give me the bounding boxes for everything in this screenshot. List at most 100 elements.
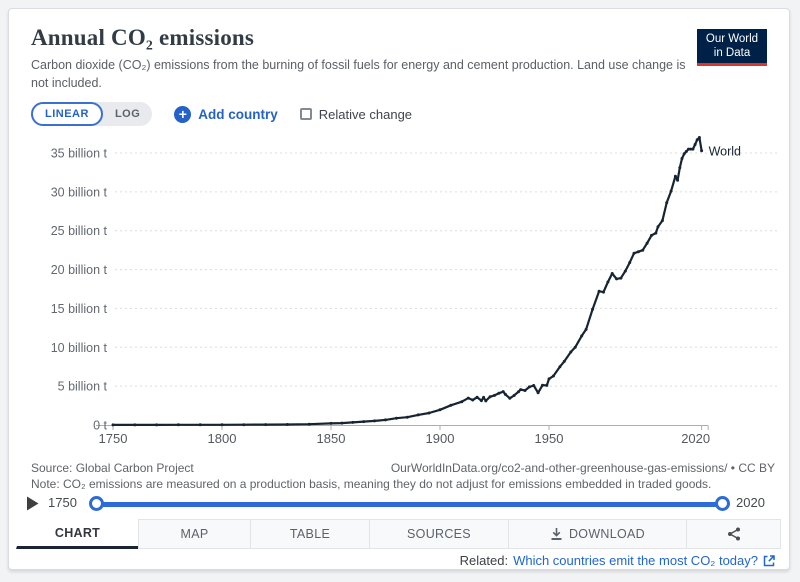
x-tick-label: 1950 xyxy=(535,431,564,446)
data-point xyxy=(610,272,614,275)
data-point xyxy=(660,219,664,223)
data-point xyxy=(591,307,595,311)
data-point xyxy=(680,157,684,160)
data-point xyxy=(641,248,645,252)
timeline-handle-start[interactable] xyxy=(89,496,104,511)
checkbox-icon[interactable] xyxy=(299,108,312,120)
data-point xyxy=(665,201,669,205)
data-point xyxy=(329,421,333,425)
data-point xyxy=(493,393,496,397)
data-point xyxy=(384,418,387,422)
data-point xyxy=(340,421,344,425)
data-point xyxy=(623,269,627,273)
timeline: 1750 2020 xyxy=(9,492,789,518)
data-point xyxy=(669,189,673,193)
data-point xyxy=(460,400,464,404)
x-tick-label: 1750 xyxy=(99,431,128,446)
tab-chart[interactable]: CHART xyxy=(16,519,139,549)
log-scale-button[interactable]: LOG xyxy=(114,108,141,120)
data-point xyxy=(523,389,527,392)
data-point xyxy=(449,403,453,407)
share-icon xyxy=(727,527,740,541)
x-tick-label: 2020 xyxy=(681,431,710,446)
tab-sources[interactable]: SOURCES xyxy=(369,519,509,549)
y-tick-label: 15 billion t xyxy=(51,302,108,316)
relative-change-label: Relative change xyxy=(318,106,413,122)
data-point xyxy=(373,419,377,423)
data-point xyxy=(676,178,680,182)
y-tick-label: 10 billion t xyxy=(51,341,108,355)
chart-controls: LINEAR LOG + Add country Relative change xyxy=(31,101,412,127)
data-point xyxy=(691,147,695,151)
data-point xyxy=(508,396,512,400)
x-tick-label: 1800 xyxy=(208,431,237,446)
tab-download[interactable]: DOWNLOAD xyxy=(508,519,687,549)
y-tick-label: 35 billion t xyxy=(51,147,108,161)
data-point xyxy=(362,420,366,424)
linear-scale-button[interactable]: LINEAR xyxy=(31,102,103,126)
download-icon xyxy=(551,528,562,540)
data-point xyxy=(475,395,479,399)
note-text: Note: CO₂ emissions are measured on a pr… xyxy=(31,477,712,491)
data-point xyxy=(488,395,492,399)
attribution-link[interactable]: OurWorldInData.org/co2-and-other-greenho… xyxy=(390,461,775,475)
data-point xyxy=(632,251,636,255)
tab-sources-label: SOURCES xyxy=(407,527,471,541)
play-icon[interactable] xyxy=(26,496,39,511)
timeline-handle-end[interactable] xyxy=(715,496,730,511)
chart-subtitle: Carbon dioxide (CO₂) emissions from the … xyxy=(31,58,686,91)
data-point xyxy=(484,399,488,403)
add-country-button[interactable]: + Add country xyxy=(174,105,278,123)
data-point xyxy=(584,327,588,331)
external-link-icon xyxy=(763,554,775,566)
y-tick-label: 30 billion t xyxy=(51,185,108,199)
data-point xyxy=(547,377,551,381)
y-tick-label: 0 t xyxy=(93,419,107,433)
data-point xyxy=(551,374,555,378)
data-point xyxy=(656,225,660,229)
data-point xyxy=(416,413,420,417)
x-tick-label: 1900 xyxy=(426,431,455,446)
data-point xyxy=(176,423,180,427)
source-row: Source: Global Carbon Project OurWorldIn… xyxy=(31,461,775,475)
relative-change-toggle[interactable]: Relative change xyxy=(299,106,413,122)
data-point xyxy=(482,395,486,399)
y-tick-label: 5 billion t xyxy=(58,380,108,394)
owid-logo[interactable]: Our World in Data xyxy=(697,29,767,66)
data-point xyxy=(606,280,610,284)
data-point xyxy=(684,150,688,153)
add-country-label: Add country xyxy=(198,106,278,122)
tab-share[interactable] xyxy=(686,519,781,549)
data-point xyxy=(394,416,398,420)
series-end-label: World xyxy=(709,145,741,159)
tab-map[interactable]: MAP xyxy=(138,519,251,549)
data-point xyxy=(497,391,501,395)
data-point xyxy=(405,415,409,419)
data-point xyxy=(133,423,137,427)
source-text: Source: Global Carbon Project xyxy=(31,461,194,475)
tab-table[interactable]: TABLE xyxy=(250,519,370,549)
data-point xyxy=(517,390,520,394)
data-point xyxy=(673,174,677,178)
timeline-slider-track[interactable] xyxy=(96,501,723,507)
data-point xyxy=(650,233,653,237)
data-point xyxy=(532,384,536,387)
data-point xyxy=(479,399,483,403)
data-point xyxy=(628,261,632,265)
owid-logo-line2: in Data xyxy=(713,47,751,59)
owid-logo-line1: Our World xyxy=(705,32,759,45)
data-point xyxy=(155,423,159,427)
page-title: Annual CO₂ emissions xyxy=(31,25,255,50)
data-point xyxy=(536,391,540,395)
data-point xyxy=(501,390,505,394)
data-point xyxy=(645,241,649,245)
timeline-start-year: 1750 xyxy=(48,495,77,510)
tab-map-label: MAP xyxy=(180,527,209,541)
data-point xyxy=(264,423,268,427)
data-point xyxy=(307,422,311,426)
data-point xyxy=(471,398,475,402)
data-point xyxy=(545,383,549,387)
data-point xyxy=(619,276,623,280)
related-link[interactable]: Which countries emit the most CO₂ today? xyxy=(513,553,758,568)
